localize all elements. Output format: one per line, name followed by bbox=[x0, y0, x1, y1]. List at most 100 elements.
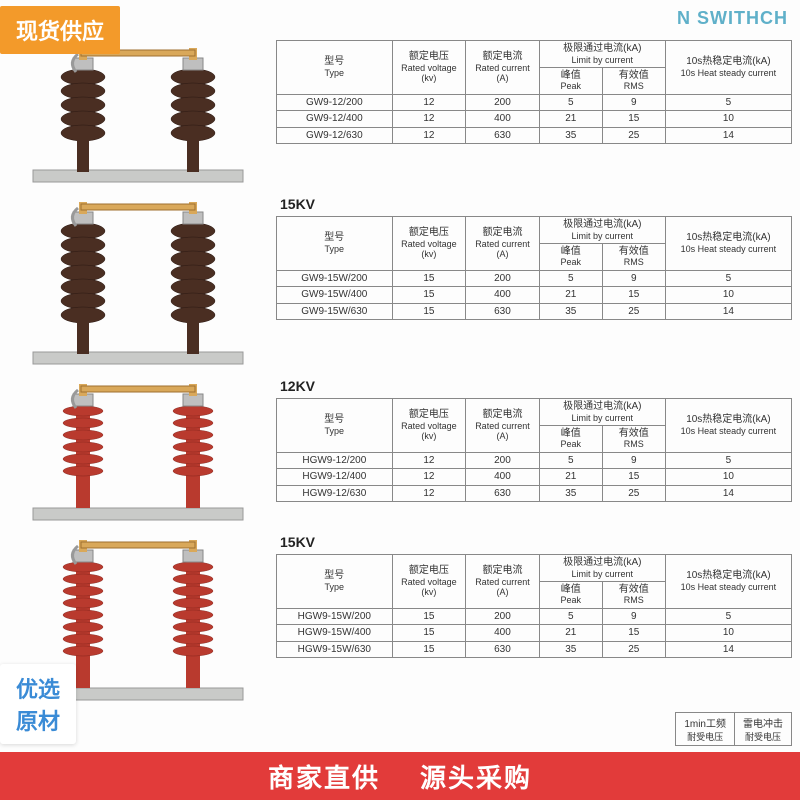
product-section: 15KV 型号Type 额定电压Rated voltage(kv) 额定电流Ra… bbox=[8, 194, 792, 370]
cell-rms: 25 bbox=[602, 303, 665, 320]
th-voltage: 额定电压Rated voltage(kv) bbox=[392, 217, 466, 271]
cell-heat: 10 bbox=[665, 111, 791, 128]
cell-heat: 10 bbox=[665, 625, 791, 642]
th-heat: 10s热稳定电流(kA)10s Heat steady current bbox=[665, 399, 791, 453]
table-row: GW9-12/630 12 630 35 25 14 bbox=[277, 127, 792, 144]
table-row: GW9-12/200 12 200 5 9 5 bbox=[277, 94, 792, 111]
switch-icon bbox=[23, 194, 253, 370]
cell-rms: 15 bbox=[602, 625, 665, 642]
table-wrap: 12KV 型号Type 额定电压Rated voltage(kv) 额定电流Ra… bbox=[276, 376, 792, 502]
cell-type: HGW9-15W/400 bbox=[277, 625, 393, 642]
th-peak: 峰值Peak bbox=[539, 243, 602, 270]
bottom-left-text: 商家直供 bbox=[268, 758, 380, 795]
cell-rms: 25 bbox=[602, 641, 665, 658]
cell-type: HGW9-15W/630 bbox=[277, 641, 393, 658]
product-section: 15KV 型号Type 额定电压Rated voltage(kv) 额定电流Ra… bbox=[8, 532, 792, 706]
cell-rms: 9 bbox=[602, 608, 665, 625]
th-peak: 峰值Peak bbox=[539, 581, 602, 608]
th-heat: 10s热稳定电流(kA)10s Heat steady current bbox=[665, 41, 791, 95]
product-image bbox=[8, 376, 268, 526]
spec-table: 型号Type 额定电压Rated voltage(kv) 额定电流Rated c… bbox=[276, 398, 792, 502]
th-voltage: 额定电压Rated voltage(kv) bbox=[392, 41, 466, 95]
table-wrap: 型号Type 额定电压Rated voltage(kv) 额定电流Rated c… bbox=[276, 40, 792, 144]
cell-heat: 5 bbox=[665, 94, 791, 111]
cell-a: 400 bbox=[466, 111, 540, 128]
cell-peak: 35 bbox=[539, 485, 602, 502]
th-limit: 极限通过电流(kA)Limit by current bbox=[539, 41, 665, 68]
th-limit: 极限通过电流(kA)Limit by current bbox=[539, 555, 665, 582]
cell-peak: 21 bbox=[539, 111, 602, 128]
th-peak: 峰值Peak bbox=[539, 425, 602, 452]
switch-icon bbox=[23, 376, 253, 526]
cell-heat: 14 bbox=[665, 641, 791, 658]
cell-rms: 25 bbox=[602, 127, 665, 144]
product-image bbox=[8, 194, 268, 370]
page: 羿振 电 N SWITHCH 现货供应 型号Type 额定电压Rated vol… bbox=[0, 0, 800, 800]
cell-type: HGW9-12/630 bbox=[277, 485, 393, 502]
cell-type: GW9-12/200 bbox=[277, 94, 393, 111]
cell-kv: 12 bbox=[392, 469, 466, 486]
spec-table: 型号Type 额定电压Rated voltage(kv) 额定电流Rated c… bbox=[276, 40, 792, 144]
cell-peak: 35 bbox=[539, 641, 602, 658]
cell-a: 200 bbox=[466, 452, 540, 469]
th-limit: 极限通过电流(kA)Limit by current bbox=[539, 399, 665, 426]
cell-a: 400 bbox=[466, 625, 540, 642]
cell-kv: 15 bbox=[392, 270, 466, 287]
table-row: GW9-15W/400 15 400 21 15 10 bbox=[277, 287, 792, 304]
cell-rms: 15 bbox=[602, 469, 665, 486]
cell-heat: 5 bbox=[665, 452, 791, 469]
spec-table: 型号Type 额定电压Rated voltage(kv) 额定电流Rated c… bbox=[276, 554, 792, 658]
cell-type: GW9-12/630 bbox=[277, 127, 393, 144]
th-rms: 有效值RMS bbox=[602, 425, 665, 452]
th-current: 额定电流Rated current(A) bbox=[466, 41, 540, 95]
cell-kv: 15 bbox=[392, 625, 466, 642]
cell-heat: 10 bbox=[665, 469, 791, 486]
brand-fragment-right: N SWITHCH bbox=[677, 8, 788, 29]
cell-a: 630 bbox=[466, 127, 540, 144]
cell-heat: 14 bbox=[665, 127, 791, 144]
cell-peak: 21 bbox=[539, 625, 602, 642]
cell-rms: 9 bbox=[602, 94, 665, 111]
cell-kv: 15 bbox=[392, 287, 466, 304]
th-type: 型号Type bbox=[277, 217, 393, 271]
cell-type: HGW9-15W/200 bbox=[277, 608, 393, 625]
cell-kv: 12 bbox=[392, 111, 466, 128]
cell-heat: 5 bbox=[665, 270, 791, 287]
cell-heat: 10 bbox=[665, 287, 791, 304]
th-rms: 有效值RMS bbox=[602, 581, 665, 608]
table-row: HGW9-15W/400 15 400 21 15 10 bbox=[277, 625, 792, 642]
th-peak: 峰值Peak bbox=[539, 67, 602, 94]
cell-rms: 15 bbox=[602, 287, 665, 304]
table-row: HGW9-15W/630 15 630 35 25 14 bbox=[277, 641, 792, 658]
cell-rms: 9 bbox=[602, 452, 665, 469]
cell-a: 630 bbox=[466, 641, 540, 658]
th-voltage: 额定电压Rated voltage(kv) bbox=[392, 399, 466, 453]
frag-col1: 1min工频耐受电压 bbox=[675, 712, 735, 746]
th-current: 额定电流Rated current(A) bbox=[466, 217, 540, 271]
table-row: HGW9-15W/200 15 200 5 9 5 bbox=[277, 608, 792, 625]
cell-peak: 35 bbox=[539, 303, 602, 320]
cell-peak: 5 bbox=[539, 270, 602, 287]
cell-kv: 12 bbox=[392, 485, 466, 502]
kv-title: 15KV bbox=[280, 196, 792, 212]
th-type: 型号Type bbox=[277, 399, 393, 453]
cell-a: 630 bbox=[466, 303, 540, 320]
th-type: 型号Type bbox=[277, 555, 393, 609]
th-heat: 10s热稳定电流(kA)10s Heat steady current bbox=[665, 217, 791, 271]
table-row: GW9-12/400 12 400 21 15 10 bbox=[277, 111, 792, 128]
cell-kv: 15 bbox=[392, 303, 466, 320]
table-row: HGW9-12/630 12 630 35 25 14 bbox=[277, 485, 792, 502]
cell-kv: 15 bbox=[392, 641, 466, 658]
cell-peak: 21 bbox=[539, 469, 602, 486]
product-section: 型号Type 额定电压Rated voltage(kv) 额定电流Rated c… bbox=[8, 40, 792, 188]
th-rms: 有效值RMS bbox=[602, 243, 665, 270]
cell-a: 200 bbox=[466, 608, 540, 625]
cell-a: 200 bbox=[466, 270, 540, 287]
cell-heat: 14 bbox=[665, 485, 791, 502]
cell-kv: 12 bbox=[392, 127, 466, 144]
cell-peak: 5 bbox=[539, 608, 602, 625]
cell-rms: 25 bbox=[602, 485, 665, 502]
th-rms: 有效值RMS bbox=[602, 67, 665, 94]
cell-a: 630 bbox=[466, 485, 540, 502]
th-voltage: 额定电压Rated voltage(kv) bbox=[392, 555, 466, 609]
